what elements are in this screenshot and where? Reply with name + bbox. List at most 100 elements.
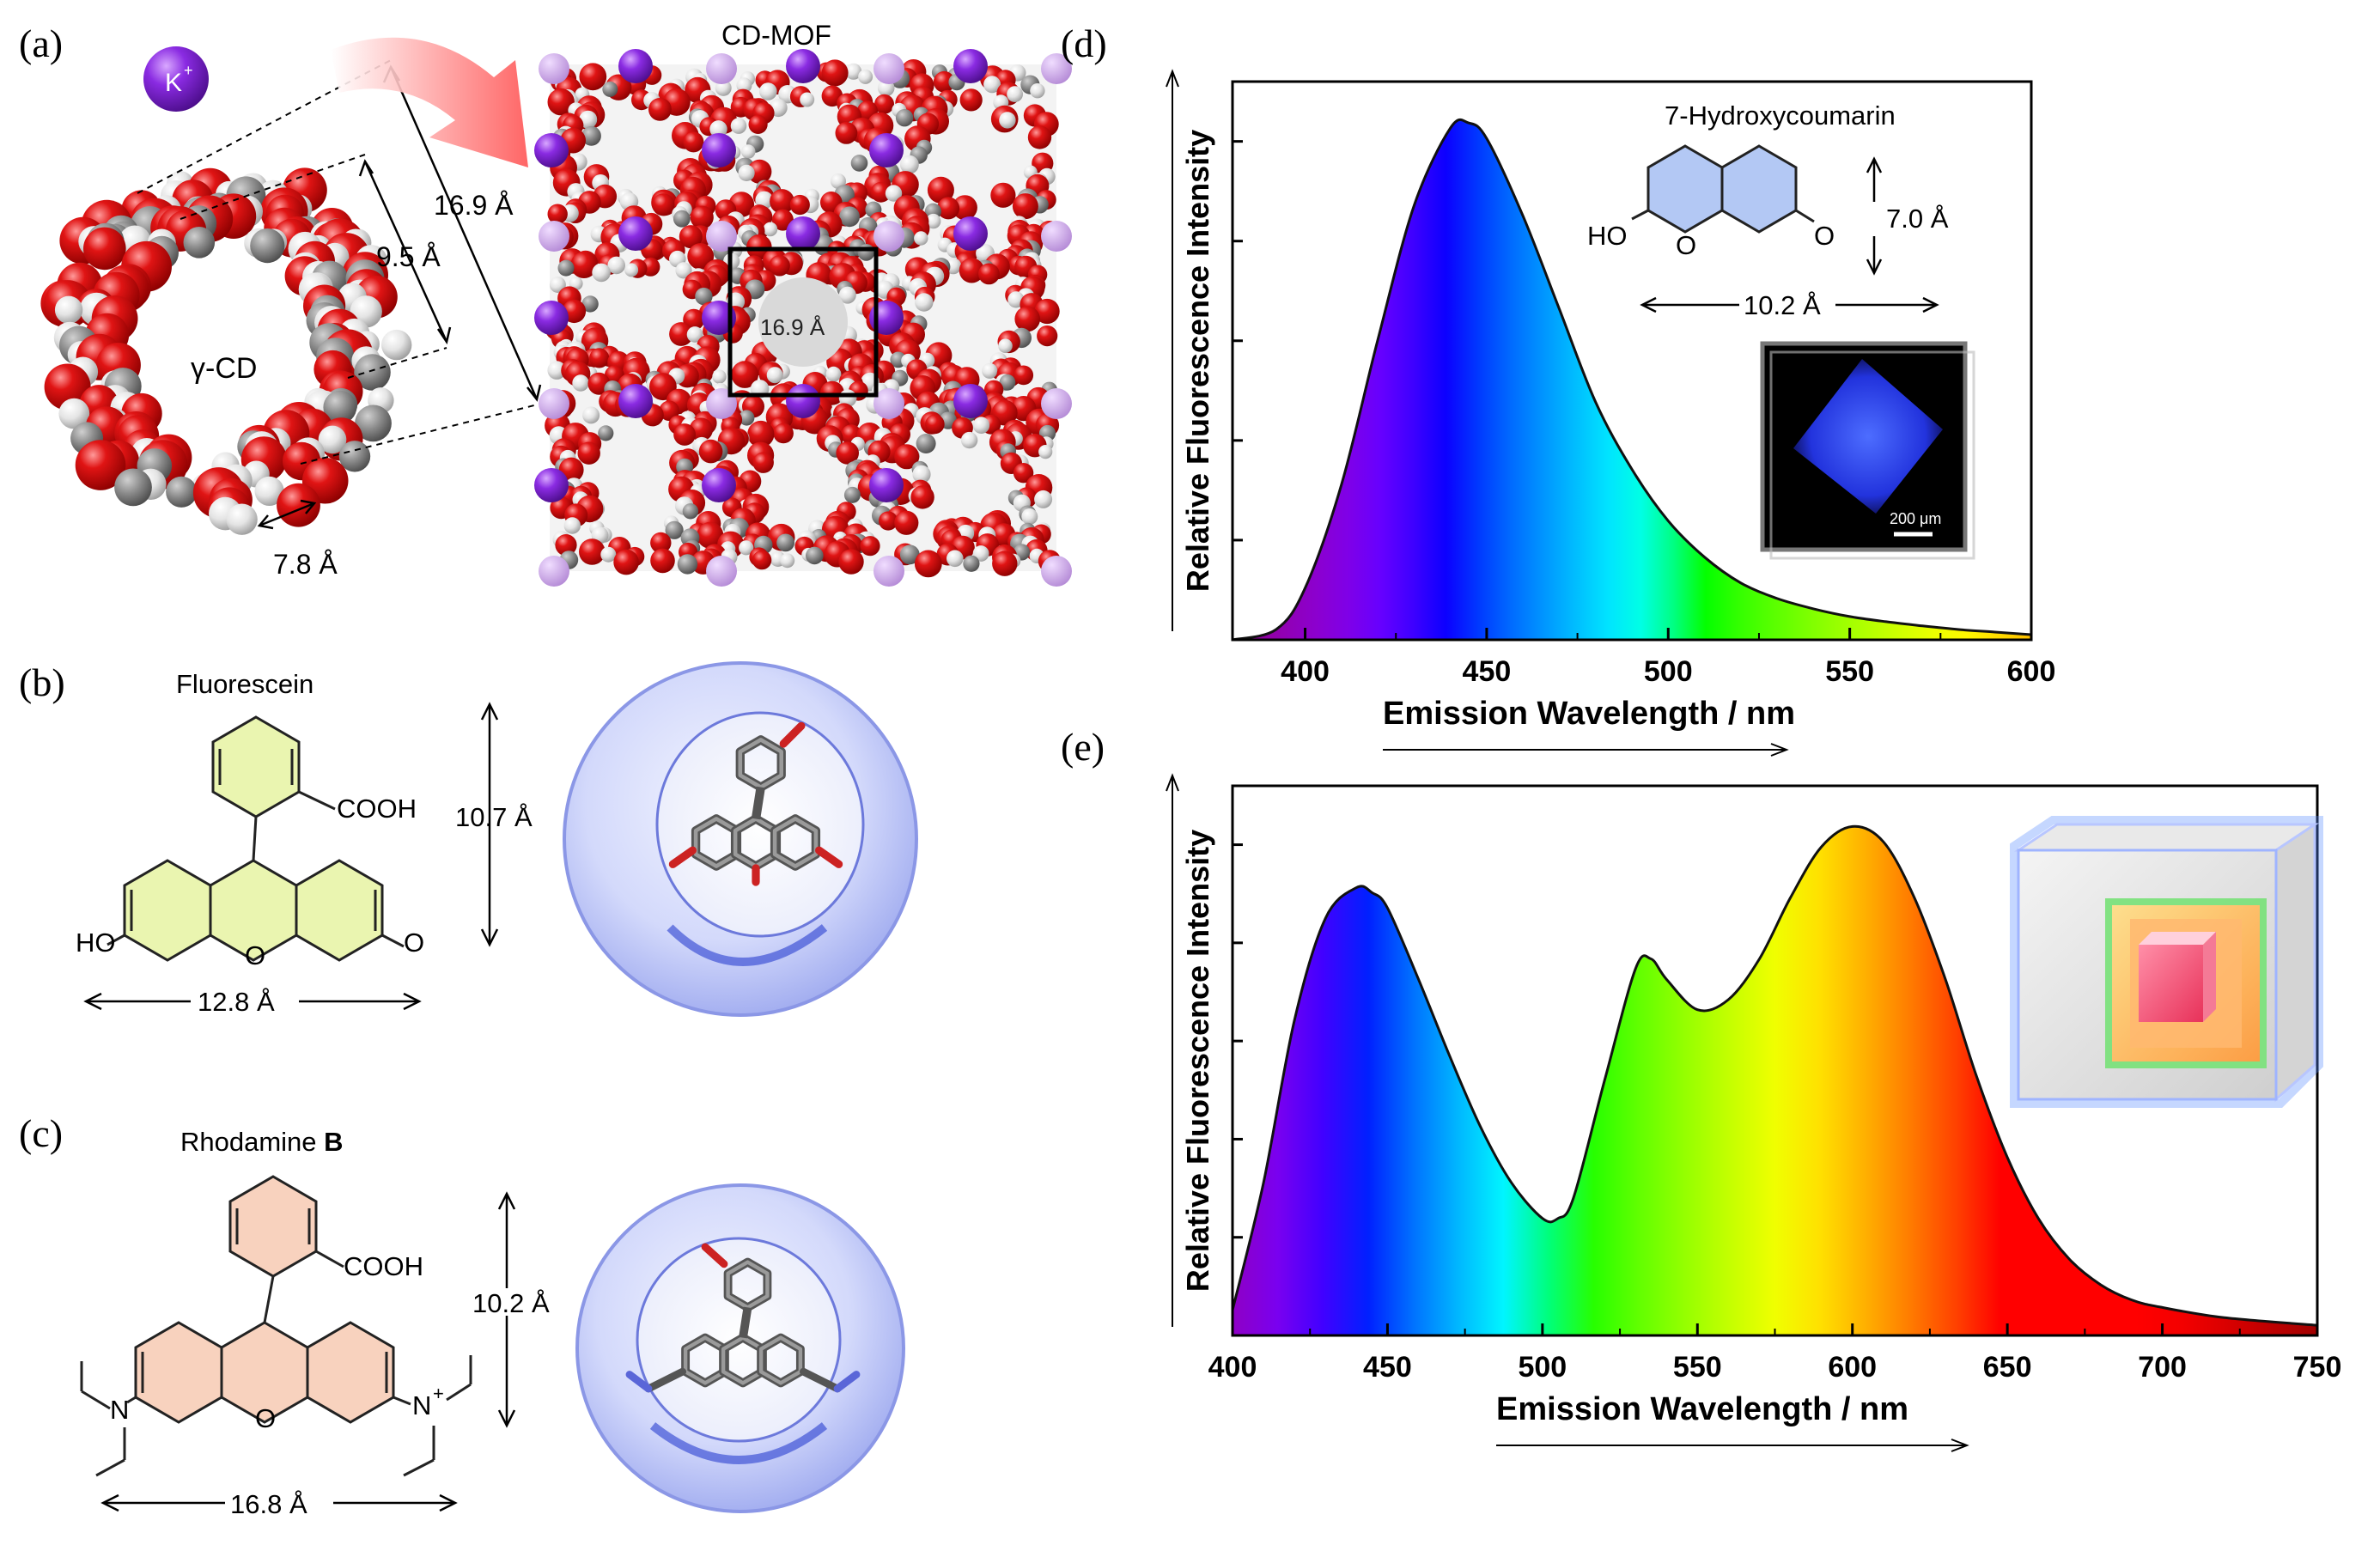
carbon-atom <box>581 295 599 313</box>
panel-b: (b) Fluorescein COOH HO O O <box>19 660 918 1017</box>
carbon-atom <box>850 155 868 172</box>
oxygen-atom <box>747 159 772 184</box>
hydrogen-atom <box>960 431 978 449</box>
plot-frame <box>1231 80 2033 642</box>
rhodamine-width-label: 16.8 Å <box>230 1489 307 1519</box>
guest-substituent <box>668 846 697 868</box>
hydrogen-atom <box>800 92 815 107</box>
oxygen-atom <box>570 252 598 278</box>
oxygen-atom <box>860 536 880 557</box>
hydrogen-atom <box>624 263 639 277</box>
guest-substituent <box>625 1371 653 1393</box>
scale-bar-label: 200 μm <box>1890 510 1941 527</box>
potassium-atom <box>873 556 904 587</box>
carbon-atom <box>581 125 601 146</box>
potassium-atom <box>618 49 653 83</box>
oxygen-atom <box>952 195 977 221</box>
carbon-atom <box>166 476 198 508</box>
y-axis-arrow-head <box>1166 69 1179 88</box>
carbon-atom <box>598 425 614 441</box>
hydrogen-atom <box>740 144 756 159</box>
hydrogen-atom <box>675 262 692 279</box>
panel-label-c: (c) <box>19 1111 63 1155</box>
rhodamine-n-left: N <box>110 1395 129 1425</box>
hydrogen-atom <box>858 69 873 84</box>
potassium-atom <box>873 221 904 252</box>
oxygen-atom <box>555 534 577 557</box>
hydrogen-atom <box>838 286 856 304</box>
carbon-atom <box>673 210 691 228</box>
oxygen-atom <box>652 193 675 216</box>
hydrogen-atom <box>912 465 931 484</box>
hydrogen-atom <box>972 545 989 562</box>
guest-bond <box>751 786 765 820</box>
oxygen-atom <box>838 549 864 575</box>
oxygen-atom <box>1037 325 1058 347</box>
rhodamine-cooh: COOH <box>344 1251 423 1281</box>
oxygen-atom <box>1034 298 1060 325</box>
ion-label: K <box>165 69 182 97</box>
oxygen-atom <box>870 181 892 203</box>
oxygen-atom <box>648 98 672 121</box>
oxygen-atom <box>773 423 794 444</box>
panel-d: (d) 400 450 500 550 600 Relative Fluorescence… <box>1061 21 2055 757</box>
coumarin-height-label: 7.0 Å <box>1886 204 1949 234</box>
dim-cavity-label: 16.9 Å <box>760 314 825 340</box>
cd-mof-label: CD-MOF <box>721 20 831 51</box>
carbon-atom <box>557 259 575 277</box>
panel-a: (a) K + γ-CD 16.9 Å <box>19 20 1072 587</box>
hydrogen-atom <box>579 110 598 129</box>
unit-cell-box <box>727 246 879 398</box>
x-tick-label: 450 <box>1363 1351 1412 1384</box>
rhodamine-bonds <box>80 1208 472 1477</box>
dim-depth-label: 7.8 Å <box>273 549 338 580</box>
potassium-atom <box>706 53 737 84</box>
hydrogen-atom <box>318 425 347 454</box>
hydrogen-atom <box>915 293 934 312</box>
coumarin-ring-o: O <box>1676 230 1696 260</box>
carbon-atom <box>682 503 699 520</box>
potassium-atom <box>786 216 820 251</box>
hydrogen-atom <box>972 417 990 435</box>
guest-substituent <box>644 1367 686 1393</box>
rhodamine-structure <box>134 1175 395 1424</box>
carbon-atom <box>839 206 860 228</box>
potassium-atom <box>618 216 653 251</box>
nested-cube-inset <box>2010 816 2323 1108</box>
guest-ring-highlight <box>772 817 819 868</box>
hydrogen-atom <box>600 546 617 563</box>
oxygen-atom <box>894 510 919 535</box>
rhodamine-n-right: N <box>412 1390 431 1420</box>
hydrogen-atom <box>999 112 1016 129</box>
potassium-atom <box>702 301 736 335</box>
carbon-atom <box>916 434 936 453</box>
hydrogen-atom <box>739 540 754 556</box>
panel-c: (c) Rhodamine B COOH N <box>19 1111 905 1519</box>
hydrogen-atom <box>845 63 862 80</box>
carbon-atom <box>857 244 875 261</box>
potassium-atom <box>702 133 736 167</box>
fluorescein-height-label: 10.7 Å <box>455 802 533 832</box>
oxygen-atom <box>659 400 679 422</box>
carbon-atom <box>665 520 684 539</box>
carbon-atom <box>806 546 824 565</box>
oxygen-atom <box>927 176 954 204</box>
hydrogen-atom <box>759 82 777 100</box>
x-tick-label: 500 <box>1518 1351 1567 1384</box>
oxygen-atom <box>687 243 715 270</box>
transformation-arrow-icon <box>331 37 528 167</box>
oxygen-atom <box>752 452 774 473</box>
hydrogen-atom <box>736 77 752 94</box>
potassium-atom <box>539 388 569 419</box>
oxygen-atom <box>697 521 724 549</box>
oxygen-atom <box>874 94 894 114</box>
x-axis-arrow-head <box>1951 1439 1969 1452</box>
x-tick-label: 700 <box>2138 1351 2187 1384</box>
carbon-atom <box>355 404 392 442</box>
oxygen-atom <box>669 322 693 346</box>
hydrogen-atom <box>549 277 566 293</box>
carbon-atom <box>114 468 152 507</box>
potassium-atom <box>953 216 988 251</box>
fluorescein-structure <box>123 715 384 962</box>
x-tick-label: 400 <box>1208 1351 1257 1384</box>
